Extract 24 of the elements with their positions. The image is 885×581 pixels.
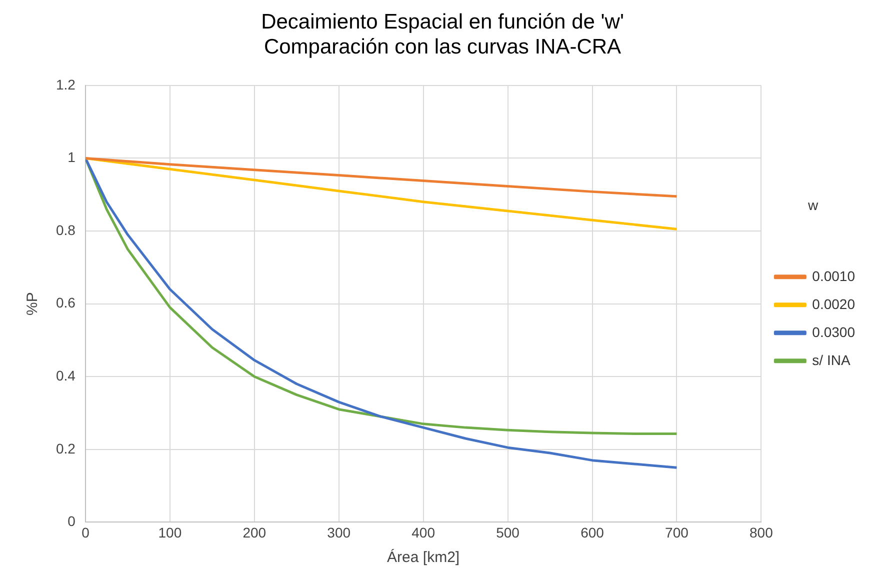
y-tick-label: 0.4 bbox=[56, 367, 76, 384]
y-axis-title: %P bbox=[24, 292, 42, 316]
y-tick-label: 0.8 bbox=[56, 222, 76, 238]
y-tick-label: 0.2 bbox=[56, 440, 76, 456]
legend-label: s/ INA bbox=[812, 352, 851, 368]
x-tick-label: 200 bbox=[242, 524, 266, 540]
y-tick-label: 1 bbox=[68, 149, 76, 166]
x-tick-label: 700 bbox=[665, 524, 689, 540]
x-tick-label: 800 bbox=[750, 524, 774, 540]
legend-label: 0.0300 bbox=[812, 324, 856, 340]
y-tick-label: 0 bbox=[68, 513, 76, 530]
y-tick-label: 1.2 bbox=[56, 76, 76, 92]
x-tick-label: 300 bbox=[327, 524, 351, 540]
legend-label: 0.0020 bbox=[812, 296, 856, 312]
legend-label: 0.0010 bbox=[812, 268, 856, 284]
x-tick-label: 400 bbox=[412, 524, 436, 540]
y-tick-label: 0.6 bbox=[56, 294, 76, 311]
legend-title: w bbox=[807, 196, 820, 213]
x-tick-label: 100 bbox=[158, 524, 182, 540]
x-axis-title: Área [km2] bbox=[387, 548, 460, 566]
x-tick-label: 500 bbox=[496, 524, 520, 540]
chart-title: Decaimiento Espacial en función de 'w' Comparación con las curvas INA-CRA bbox=[261, 10, 624, 59]
x-tick-label: 600 bbox=[580, 524, 604, 540]
x-tick-label: 0 bbox=[82, 524, 90, 540]
